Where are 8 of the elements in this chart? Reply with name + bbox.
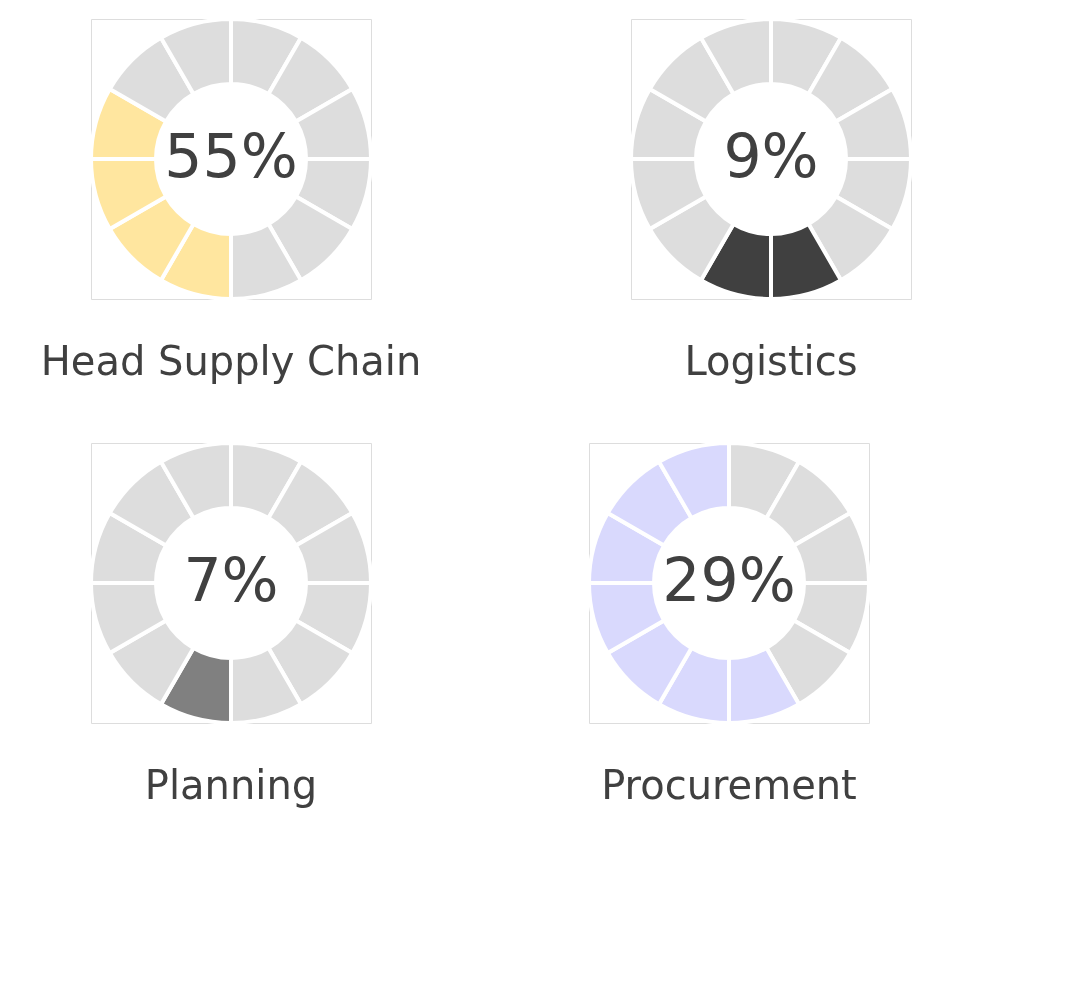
text: 7% [183,545,279,615]
text: 55% [164,121,298,191]
text: Logistics [684,338,858,384]
text: Head Supply Chain [40,338,422,384]
text: Planning [144,762,318,808]
text: Procurement [601,762,857,808]
text: 29% [662,545,796,615]
text: 9% [723,121,819,191]
